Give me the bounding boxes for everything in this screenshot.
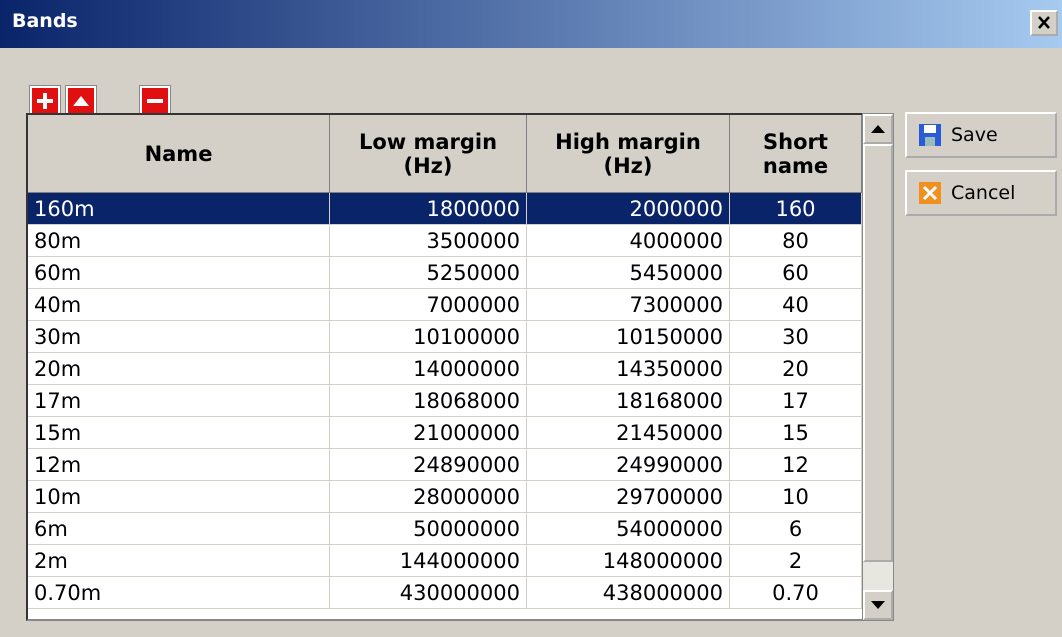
title-bar bbox=[0, 0, 1062, 48]
table-cell[interactable]: 2000000 bbox=[527, 193, 730, 225]
up-icon bbox=[73, 96, 89, 106]
table-cell[interactable]: 60 bbox=[730, 257, 862, 289]
table-cell[interactable]: 430000000 bbox=[330, 577, 527, 609]
table-cell[interactable]: 30m bbox=[28, 321, 330, 353]
table-cell[interactable]: 80 bbox=[730, 225, 862, 257]
column-header: Name bbox=[28, 115, 330, 193]
cancel-label: Cancel bbox=[951, 182, 1016, 204]
table-cell[interactable]: 3500000 bbox=[330, 225, 527, 257]
table-cell[interactable]: 160m bbox=[28, 193, 330, 225]
table-cell[interactable]: 148000000 bbox=[527, 545, 730, 577]
table-cell[interactable]: 7000000 bbox=[330, 289, 527, 321]
table-cell[interactable]: 21000000 bbox=[330, 417, 527, 449]
table-cell[interactable]: 29700000 bbox=[527, 481, 730, 513]
table-cell[interactable]: 14000000 bbox=[330, 353, 527, 385]
minus-icon bbox=[147, 99, 163, 103]
table-cell[interactable]: 10m bbox=[28, 481, 330, 513]
scrollbar[interactable] bbox=[862, 113, 894, 621]
table-cell[interactable]: 40m bbox=[28, 289, 330, 321]
table-cell[interactable]: 4000000 bbox=[527, 225, 730, 257]
save-icon bbox=[919, 124, 941, 146]
table-cell[interactable]: 6m bbox=[28, 513, 330, 545]
close-icon bbox=[1038, 16, 1050, 29]
bands-table: Name Low margin (Hz) High margin (Hz) Short… bbox=[26, 113, 864, 621]
plus-icon bbox=[37, 93, 53, 109]
close-button[interactable] bbox=[1030, 10, 1058, 36]
table-cell[interactable]: 15m bbox=[28, 417, 330, 449]
table-cell[interactable]: 5450000 bbox=[527, 257, 730, 289]
table-cell[interactable]: 20m bbox=[28, 353, 330, 385]
table-cell[interactable]: 40 bbox=[730, 289, 862, 321]
scroll-up[interactable] bbox=[863, 114, 893, 144]
table-cell[interactable]: 18068000 bbox=[330, 385, 527, 417]
table-cell[interactable]: 20 bbox=[730, 353, 862, 385]
table-cell[interactable]: 12 bbox=[730, 449, 862, 481]
table-cell[interactable]: 60m bbox=[28, 257, 330, 289]
cancel-button[interactable]: Cancel bbox=[905, 170, 1057, 216]
column-header: Low margin (Hz) bbox=[330, 115, 527, 193]
table-cell[interactable]: 10100000 bbox=[330, 321, 527, 353]
table-cell[interactable]: 54000000 bbox=[527, 513, 730, 545]
table-cell[interactable]: 2 bbox=[730, 545, 862, 577]
table-cell[interactable]: 28000000 bbox=[330, 481, 527, 513]
table-cell[interactable]: 7300000 bbox=[527, 289, 730, 321]
table-cell[interactable]: 12m bbox=[28, 449, 330, 481]
table-cell[interactable]: 438000000 bbox=[527, 577, 730, 609]
table-cell[interactable]: 24890000 bbox=[330, 449, 527, 481]
table-cell[interactable]: 17 bbox=[730, 385, 862, 417]
table-cell[interactable]: 15 bbox=[730, 417, 862, 449]
table-cell[interactable]: 5250000 bbox=[330, 257, 527, 289]
remove-button[interactable] bbox=[140, 86, 170, 116]
cancel-icon bbox=[919, 182, 941, 204]
table-cell[interactable]: 80m bbox=[28, 225, 330, 257]
arrow bbox=[871, 601, 885, 609]
table-cell[interactable]: 0.70m bbox=[28, 577, 330, 609]
table-cell[interactable]: 24990000 bbox=[527, 449, 730, 481]
arrow bbox=[871, 125, 885, 133]
table-cell[interactable]: 21450000 bbox=[527, 417, 730, 449]
table-cell[interactable]: 160 bbox=[730, 193, 862, 225]
scroll-down[interactable] bbox=[863, 590, 893, 620]
table-cell[interactable]: 10150000 bbox=[527, 321, 730, 353]
scroll-thumb[interactable] bbox=[863, 144, 893, 562]
column-header: Short name bbox=[730, 115, 862, 193]
save-label: Save bbox=[951, 124, 998, 146]
table-cell[interactable]: 18168000 bbox=[527, 385, 730, 417]
up-button[interactable] bbox=[66, 86, 96, 116]
table-cell[interactable]: 50000000 bbox=[330, 513, 527, 545]
add-button[interactable] bbox=[30, 86, 60, 116]
window-title: Bands bbox=[12, 10, 78, 32]
save-button[interactable]: Save bbox=[905, 112, 1057, 158]
table-cell[interactable]: 30 bbox=[730, 321, 862, 353]
table-cell[interactable]: 10 bbox=[730, 481, 862, 513]
table-cell[interactable]: 17m bbox=[28, 385, 330, 417]
table-cell[interactable]: 1800000 bbox=[330, 193, 527, 225]
table-cell[interactable]: 144000000 bbox=[330, 545, 527, 577]
table-cell[interactable]: 2m bbox=[28, 545, 330, 577]
table-cell[interactable]: 0.70 bbox=[730, 577, 862, 609]
table-cell[interactable]: 6 bbox=[730, 513, 862, 545]
column-header: High margin (Hz) bbox=[527, 115, 730, 193]
table-cell[interactable]: 14350000 bbox=[527, 353, 730, 385]
